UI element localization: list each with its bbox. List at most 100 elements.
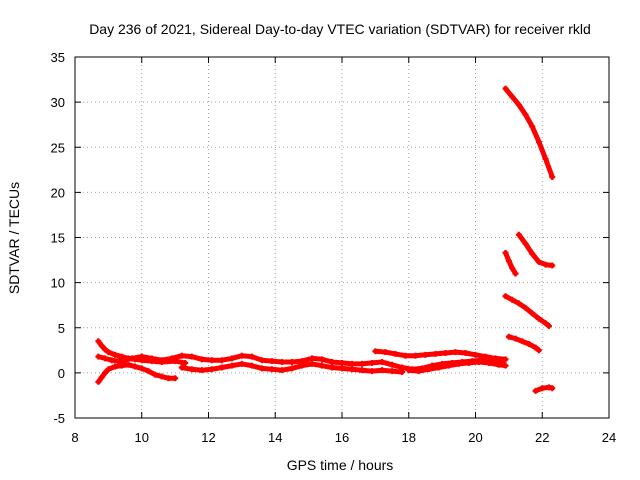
data-point bbox=[402, 352, 409, 359]
data-point bbox=[268, 358, 275, 365]
data-point bbox=[539, 385, 546, 392]
data-point bbox=[369, 368, 376, 375]
series-arc-7 bbox=[502, 85, 556, 181]
data-point bbox=[108, 357, 115, 364]
data-point bbox=[515, 101, 522, 108]
data-point bbox=[535, 315, 542, 322]
data-point bbox=[258, 357, 265, 364]
data-point bbox=[505, 257, 512, 264]
data-point bbox=[268, 366, 275, 373]
series-arc-10 bbox=[502, 293, 552, 329]
data-point bbox=[369, 359, 376, 366]
series-arc-8 bbox=[502, 249, 519, 277]
y-tick-label: 5 bbox=[58, 321, 65, 336]
data-point bbox=[509, 296, 516, 303]
x-axis-ticks: 8 10 12 14 16 18 20 22 24 bbox=[71, 57, 616, 445]
series-arc-5 bbox=[372, 348, 509, 363]
data-point bbox=[238, 352, 245, 359]
data-point bbox=[145, 368, 152, 375]
data-point bbox=[502, 293, 509, 300]
data-point bbox=[172, 375, 179, 382]
data-point bbox=[158, 357, 165, 364]
data-point bbox=[535, 347, 542, 354]
x-tick-label: 22 bbox=[535, 430, 549, 445]
x-tick-label: 20 bbox=[468, 430, 482, 445]
series-trace bbox=[503, 86, 555, 180]
data-point bbox=[208, 357, 215, 364]
data-point bbox=[122, 357, 129, 364]
data-point bbox=[278, 367, 285, 374]
y-tick-label: 15 bbox=[51, 231, 65, 246]
series-arc-9 bbox=[515, 231, 556, 269]
y-tick-label: 10 bbox=[51, 276, 65, 291]
data-point bbox=[405, 367, 412, 374]
series-arc-4 bbox=[178, 360, 406, 375]
y-tick-label: 25 bbox=[51, 140, 65, 155]
data-point bbox=[198, 356, 205, 363]
data-point bbox=[238, 360, 245, 367]
data-point bbox=[258, 365, 265, 372]
data-point bbox=[549, 385, 556, 392]
data-point bbox=[509, 265, 516, 272]
data-point bbox=[425, 366, 432, 373]
data-point bbox=[318, 356, 325, 363]
data-point bbox=[495, 361, 502, 368]
data-point bbox=[379, 359, 386, 366]
data-point bbox=[178, 352, 185, 359]
data-point bbox=[112, 351, 119, 358]
series-arc-12 bbox=[532, 384, 556, 394]
data-point bbox=[349, 366, 356, 373]
data-point bbox=[512, 270, 519, 277]
x-tick-label: 18 bbox=[402, 430, 416, 445]
data-point bbox=[435, 364, 442, 371]
x-tick-label: 16 bbox=[335, 430, 349, 445]
data-point bbox=[372, 348, 379, 355]
data-point bbox=[138, 365, 145, 372]
data-point bbox=[102, 355, 109, 362]
data-point bbox=[349, 360, 356, 367]
data-point bbox=[298, 362, 305, 369]
data-point bbox=[455, 360, 462, 367]
data-point bbox=[218, 357, 225, 364]
data-point bbox=[95, 378, 102, 385]
data-point bbox=[228, 362, 235, 369]
data-point bbox=[389, 368, 396, 375]
y-tick-label: 35 bbox=[51, 50, 65, 65]
data-point bbox=[248, 362, 255, 369]
x-tick-label: 8 bbox=[71, 430, 78, 445]
data-point bbox=[248, 353, 255, 360]
data-point bbox=[535, 258, 542, 265]
data-point bbox=[515, 231, 522, 238]
data-point bbox=[389, 361, 396, 368]
data-point bbox=[208, 366, 215, 373]
data-point bbox=[95, 338, 102, 345]
data-point bbox=[165, 375, 172, 382]
x-axis-label: GPS time / hours bbox=[287, 457, 394, 473]
y-tick-label: 0 bbox=[58, 366, 65, 381]
y-tick-label: 20 bbox=[51, 185, 65, 200]
data-point bbox=[228, 355, 235, 362]
data-point bbox=[399, 368, 406, 375]
data-point bbox=[512, 335, 519, 342]
data-point bbox=[198, 367, 205, 374]
data-point bbox=[288, 359, 295, 366]
data-point bbox=[422, 351, 429, 358]
data-point bbox=[475, 359, 482, 366]
data-point bbox=[415, 368, 422, 375]
data-point bbox=[542, 261, 549, 268]
data-point bbox=[128, 355, 135, 362]
data-point bbox=[118, 362, 125, 369]
data-point bbox=[392, 350, 399, 357]
data-point bbox=[188, 353, 195, 360]
x-tick-label: 14 bbox=[268, 430, 282, 445]
data-point bbox=[525, 340, 532, 347]
data-point bbox=[522, 111, 529, 118]
data-point bbox=[382, 349, 389, 356]
data-point bbox=[98, 342, 105, 349]
data-point bbox=[138, 353, 145, 360]
series-trace bbox=[516, 232, 555, 268]
data-point bbox=[98, 374, 105, 381]
data-point bbox=[532, 387, 539, 394]
data-point bbox=[308, 360, 315, 367]
data-point bbox=[105, 366, 112, 373]
